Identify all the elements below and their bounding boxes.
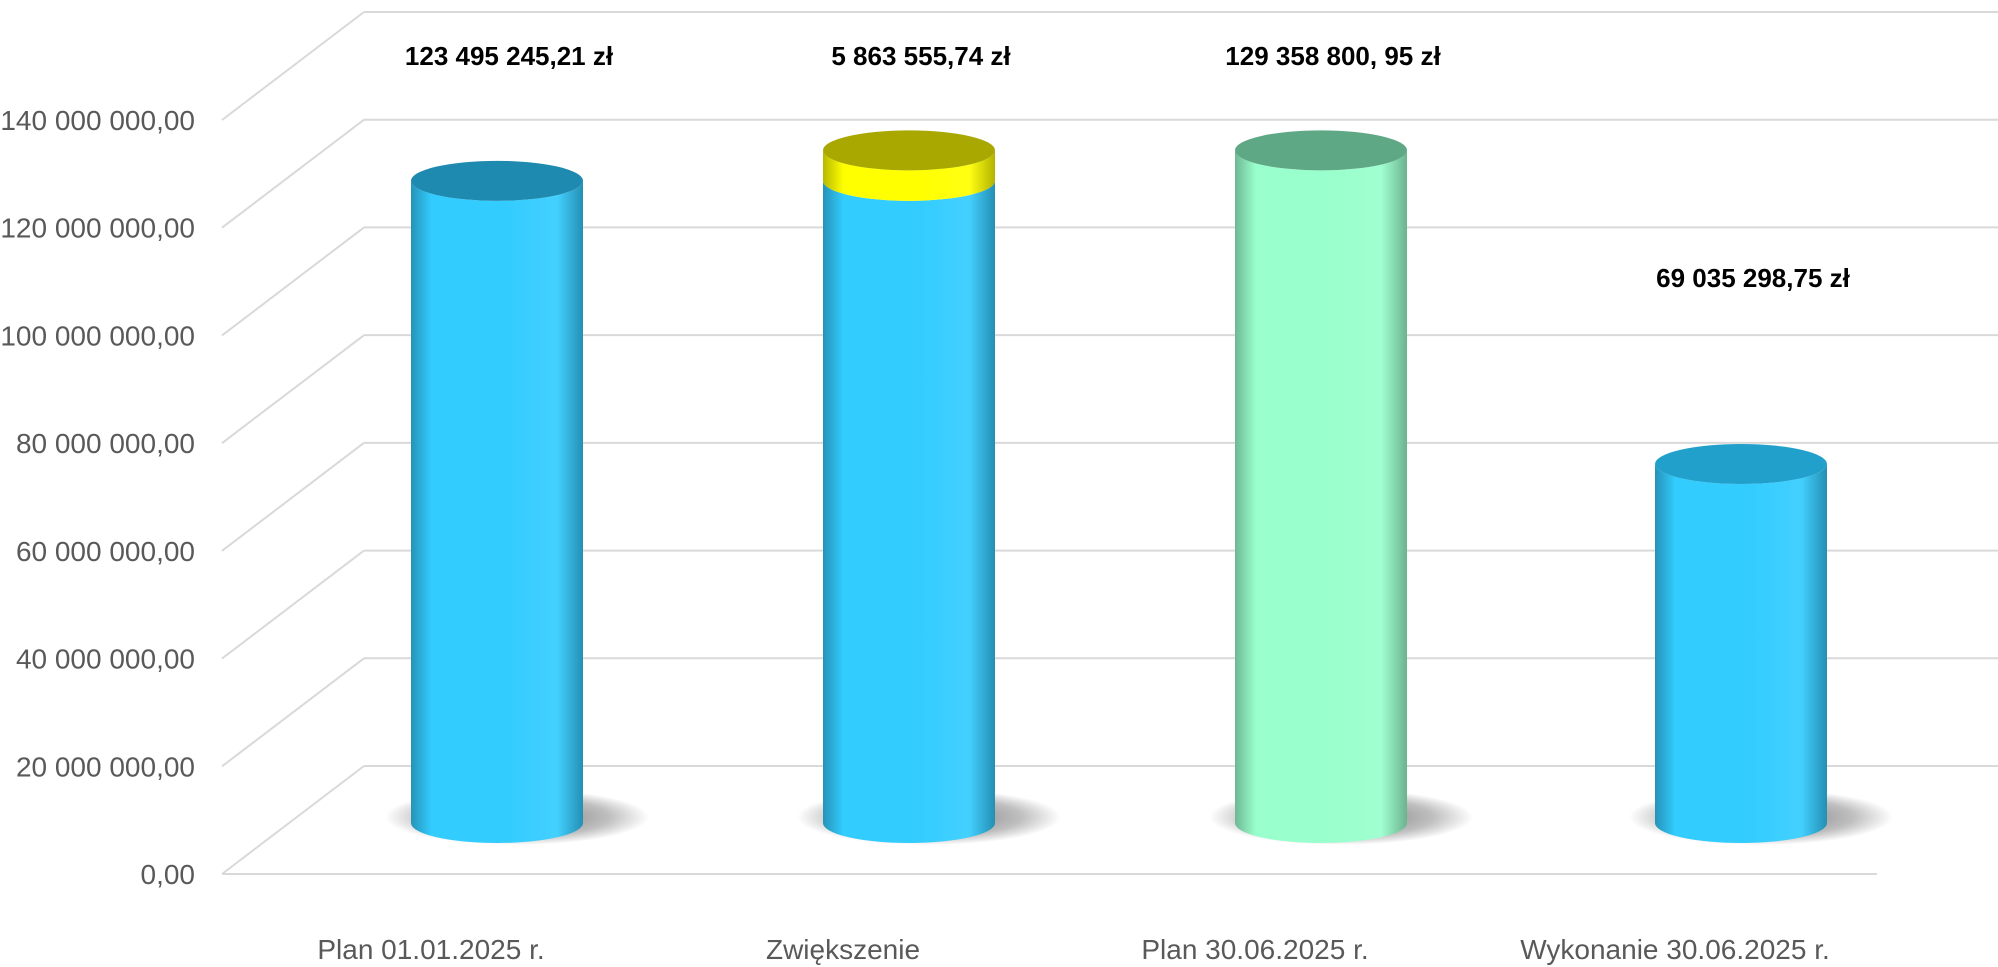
y-tick-label: 140 000 000,00: [0, 105, 195, 136]
gridline-depth: [221, 11, 365, 121]
bar-4: [1629, 444, 1893, 845]
bar-segment: [1235, 150, 1407, 843]
gridlines: [221, 11, 1998, 875]
bar-segment: [823, 180, 995, 844]
bar-2: [797, 130, 1061, 845]
gridline-depth: [221, 657, 365, 768]
bar-top: [1235, 130, 1407, 171]
category-label: Plan 01.01.2025 r.: [317, 934, 544, 965]
y-tick-label: 0,00: [141, 859, 196, 890]
data-label: 69 035 298,75 zł: [1656, 263, 1850, 293]
y-tick-label: 20 000 000,00: [16, 751, 195, 782]
category-labels: Plan 01.01.2025 r. Zwiększenie Plan 30.06.…: [317, 934, 1829, 965]
bar-top: [411, 160, 583, 201]
y-tick-label: 40 000 000,00: [16, 644, 195, 675]
data-label: 123 495 245,21 zł: [405, 41, 614, 71]
category-label: Zwiększenie: [766, 934, 920, 965]
bar-segment: [823, 150, 995, 201]
data-label: 5 863 555,74 zł: [831, 41, 1011, 71]
bar-segment: [411, 180, 583, 844]
bar-top: [823, 130, 995, 171]
y-tick-label: 120 000 000,00: [0, 213, 195, 244]
y-tick-label: 100 000 000,00: [0, 320, 195, 351]
y-tick-label: 80 000 000,00: [16, 428, 195, 459]
category-label: Plan 30.06.2025 r.: [1141, 934, 1368, 965]
y-tick-label: 60 000 000,00: [16, 536, 195, 567]
y-axis-tick-labels: 0,00 20 000 000,00 40 000 000,00 60 000 000…: [0, 105, 195, 890]
gridline-depth: [221, 226, 365, 337]
data-labels: 123 495 245,21 zł 5 863 555,74 zł 129 358 …: [405, 41, 1851, 293]
bar-3: [1209, 130, 1473, 845]
bar-top: [1655, 444, 1827, 485]
bar-1: [385, 160, 649, 845]
gridline-depth: [221, 334, 365, 444]
data-label: 129 358 800, 95 zł: [1225, 41, 1441, 71]
gridline-depth: [221, 118, 365, 229]
gridline-depth: [221, 765, 365, 875]
gridline-depth: [221, 442, 365, 552]
bar-segment: [1655, 464, 1827, 843]
gridline-depth: [221, 549, 365, 660]
category-label: Wykonanie 30.06.2025 r.: [1520, 934, 1830, 965]
bars: [385, 130, 1893, 845]
